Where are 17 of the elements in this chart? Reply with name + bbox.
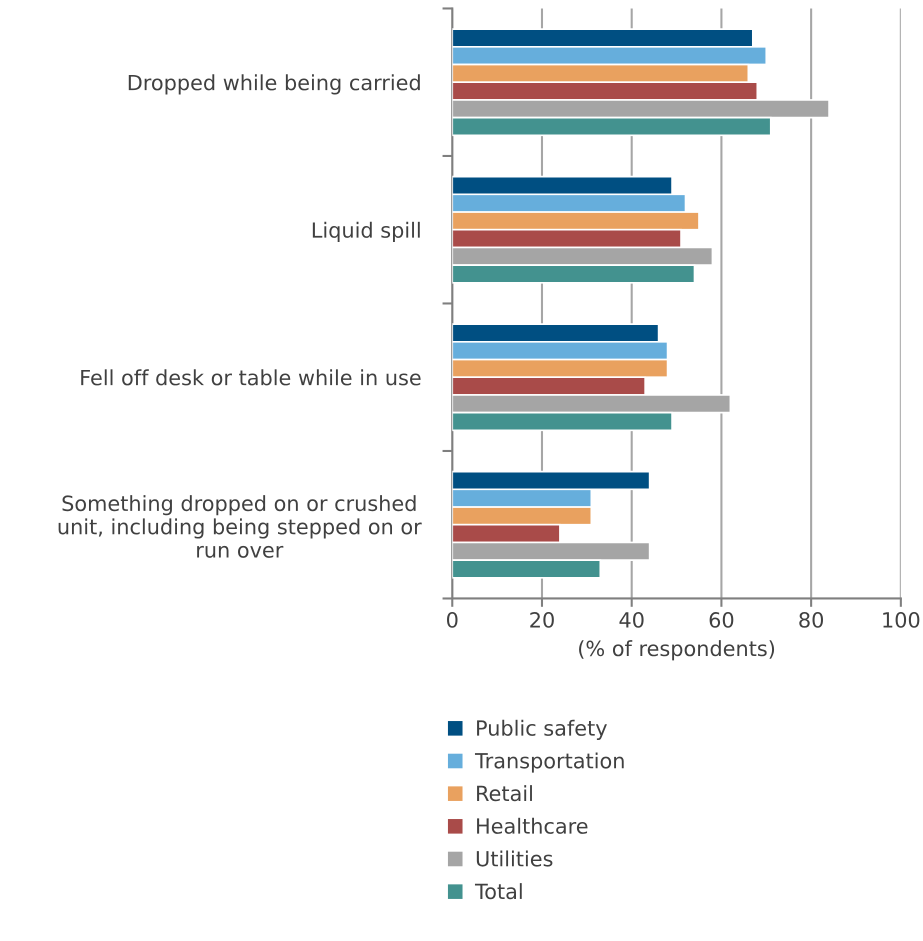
y-tick-label: Dropped while being carried	[128, 74, 420, 94]
x-tick-label: 40	[619, 612, 644, 628]
y-tick-label: Fell off desk or table while in use	[81, 369, 421, 386]
x-tick-label: 80	[799, 612, 824, 628]
x-tick-label: 100	[883, 612, 920, 628]
y-tick-label: Something dropped on or crushed unit, including being stepped on or run over	[58, 495, 422, 558]
x-tick-label: 0	[447, 612, 458, 628]
x-axis-title: (% of respondents)	[579, 640, 774, 660]
y-tick-label: Liquid spill	[312, 222, 420, 242]
legend-label: Utilities	[476, 850, 552, 867]
x-tick-label: 20	[530, 612, 554, 628]
legend-label: Retail	[477, 785, 532, 802]
legend-label: Healthcare	[477, 818, 588, 834]
legend-label: Transportation	[474, 752, 624, 773]
legend-label: Public safety	[477, 720, 607, 740]
x-tick-label: 60	[710, 612, 734, 628]
legend-label: Total	[474, 883, 522, 900]
